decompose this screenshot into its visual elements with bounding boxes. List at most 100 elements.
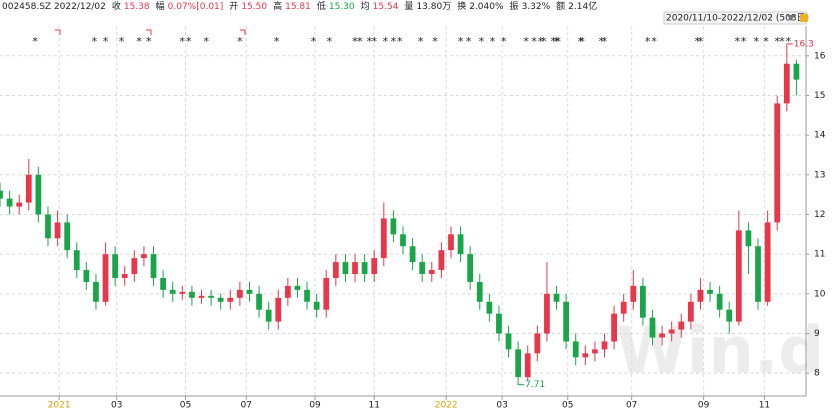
candle-body	[256, 293, 262, 310]
range-dropdown[interactable]	[787, 15, 795, 21]
header-label: 高	[273, 0, 282, 12]
candle-body	[54, 222, 61, 239]
event-mark: *	[432, 35, 438, 48]
candle-body	[793, 63, 800, 80]
candle-body	[189, 291, 195, 298]
event-mark: *	[311, 35, 317, 48]
event-mark: *	[763, 35, 769, 48]
candle-body	[380, 218, 387, 259]
candle-body	[131, 258, 138, 274]
event-mark: *	[786, 35, 792, 48]
candle-body	[121, 273, 128, 278]
candle-body	[179, 291, 186, 294]
header-value: 2.14亿	[568, 0, 597, 12]
candle-body	[553, 293, 560, 302]
event-mark: *	[651, 35, 657, 48]
candle-body	[390, 218, 397, 235]
header-value: 13.80万	[416, 2, 451, 12]
event-mark: *	[357, 35, 363, 48]
candle-body	[352, 262, 358, 274]
candle-body	[467, 254, 474, 282]
y-tick-label: 10	[814, 289, 826, 299]
x-tick-label: 2022	[435, 401, 458, 410]
x-tick-label: 07	[241, 401, 252, 410]
header-value: 0.07%[0.01]	[168, 2, 224, 12]
candle-body	[35, 174, 42, 215]
candle-body	[275, 297, 282, 322]
candle-body	[438, 250, 445, 271]
candle-body	[735, 230, 742, 322]
candle-body	[160, 277, 166, 290]
candle-body	[25, 174, 32, 203]
candle-body	[572, 341, 579, 358]
candle-body	[284, 285, 291, 298]
y-tick-label: 14	[814, 131, 826, 141]
candle-body	[726, 309, 733, 322]
candle-body	[640, 285, 646, 318]
header-label: 量	[404, 1, 413, 12]
candle-body	[141, 254, 147, 259]
event-mark: *	[92, 35, 98, 48]
event-mark: *	[204, 35, 210, 48]
candle-body	[361, 262, 368, 274]
candle-body	[716, 293, 723, 310]
candle-body	[659, 333, 665, 338]
event-mark: *	[579, 35, 585, 48]
event-mark: *	[418, 35, 424, 48]
event-mark: *	[367, 35, 373, 48]
candle-body	[371, 258, 378, 274]
candle-body	[73, 250, 80, 271]
event-mark: *	[774, 35, 780, 48]
candle-body	[93, 281, 99, 302]
candle-body	[582, 353, 589, 358]
event-mark: *	[397, 35, 403, 48]
lock-icon[interactable]	[800, 14, 808, 22]
candle-body	[409, 246, 416, 263]
candle-body	[198, 295, 205, 298]
event-mark: *	[352, 35, 358, 48]
candle-body	[304, 289, 310, 302]
candle-body	[649, 317, 656, 338]
candle-body	[524, 353, 531, 378]
event-mark: *	[103, 35, 109, 48]
candle-body	[428, 270, 435, 274]
candle-body	[169, 289, 176, 294]
event-mark: *	[551, 35, 557, 48]
event-mark: *	[695, 35, 701, 48]
candle-body	[246, 289, 253, 294]
y-tick-label: 16	[814, 51, 826, 61]
event-mark: *	[466, 35, 472, 48]
candle-body	[620, 301, 627, 314]
candle-body	[227, 297, 234, 302]
candle-body	[745, 230, 752, 247]
event-mark: *	[274, 35, 280, 48]
header-value: 2.040%	[469, 2, 504, 12]
x-tick-label: 09	[309, 401, 321, 410]
event-mark: *	[383, 35, 389, 48]
candle-body	[112, 254, 119, 278]
header-value: 15.50	[241, 2, 267, 12]
x-tick-label: 07	[626, 401, 637, 410]
event-mark: *	[698, 35, 704, 48]
candle-body	[342, 262, 349, 274]
x-tick-label: 03	[111, 401, 122, 410]
event-mark: *	[180, 35, 186, 48]
event-mark: *	[602, 35, 608, 48]
x-tick-label: 11	[368, 401, 379, 410]
candle-body	[448, 234, 454, 251]
candle-body	[150, 254, 157, 278]
candle-body	[217, 297, 224, 302]
flag	[240, 29, 246, 35]
candle-body	[774, 103, 781, 223]
event-mark: *	[391, 35, 397, 48]
header-value: 15.30	[329, 2, 355, 12]
flag	[55, 29, 61, 35]
event-mark: *	[741, 35, 747, 48]
candle-body	[237, 289, 243, 298]
y-tick-label: 11	[814, 250, 825, 260]
header-label: 幅	[156, 0, 165, 12]
candle-body	[0, 190, 3, 199]
event-mark: *	[458, 35, 464, 48]
